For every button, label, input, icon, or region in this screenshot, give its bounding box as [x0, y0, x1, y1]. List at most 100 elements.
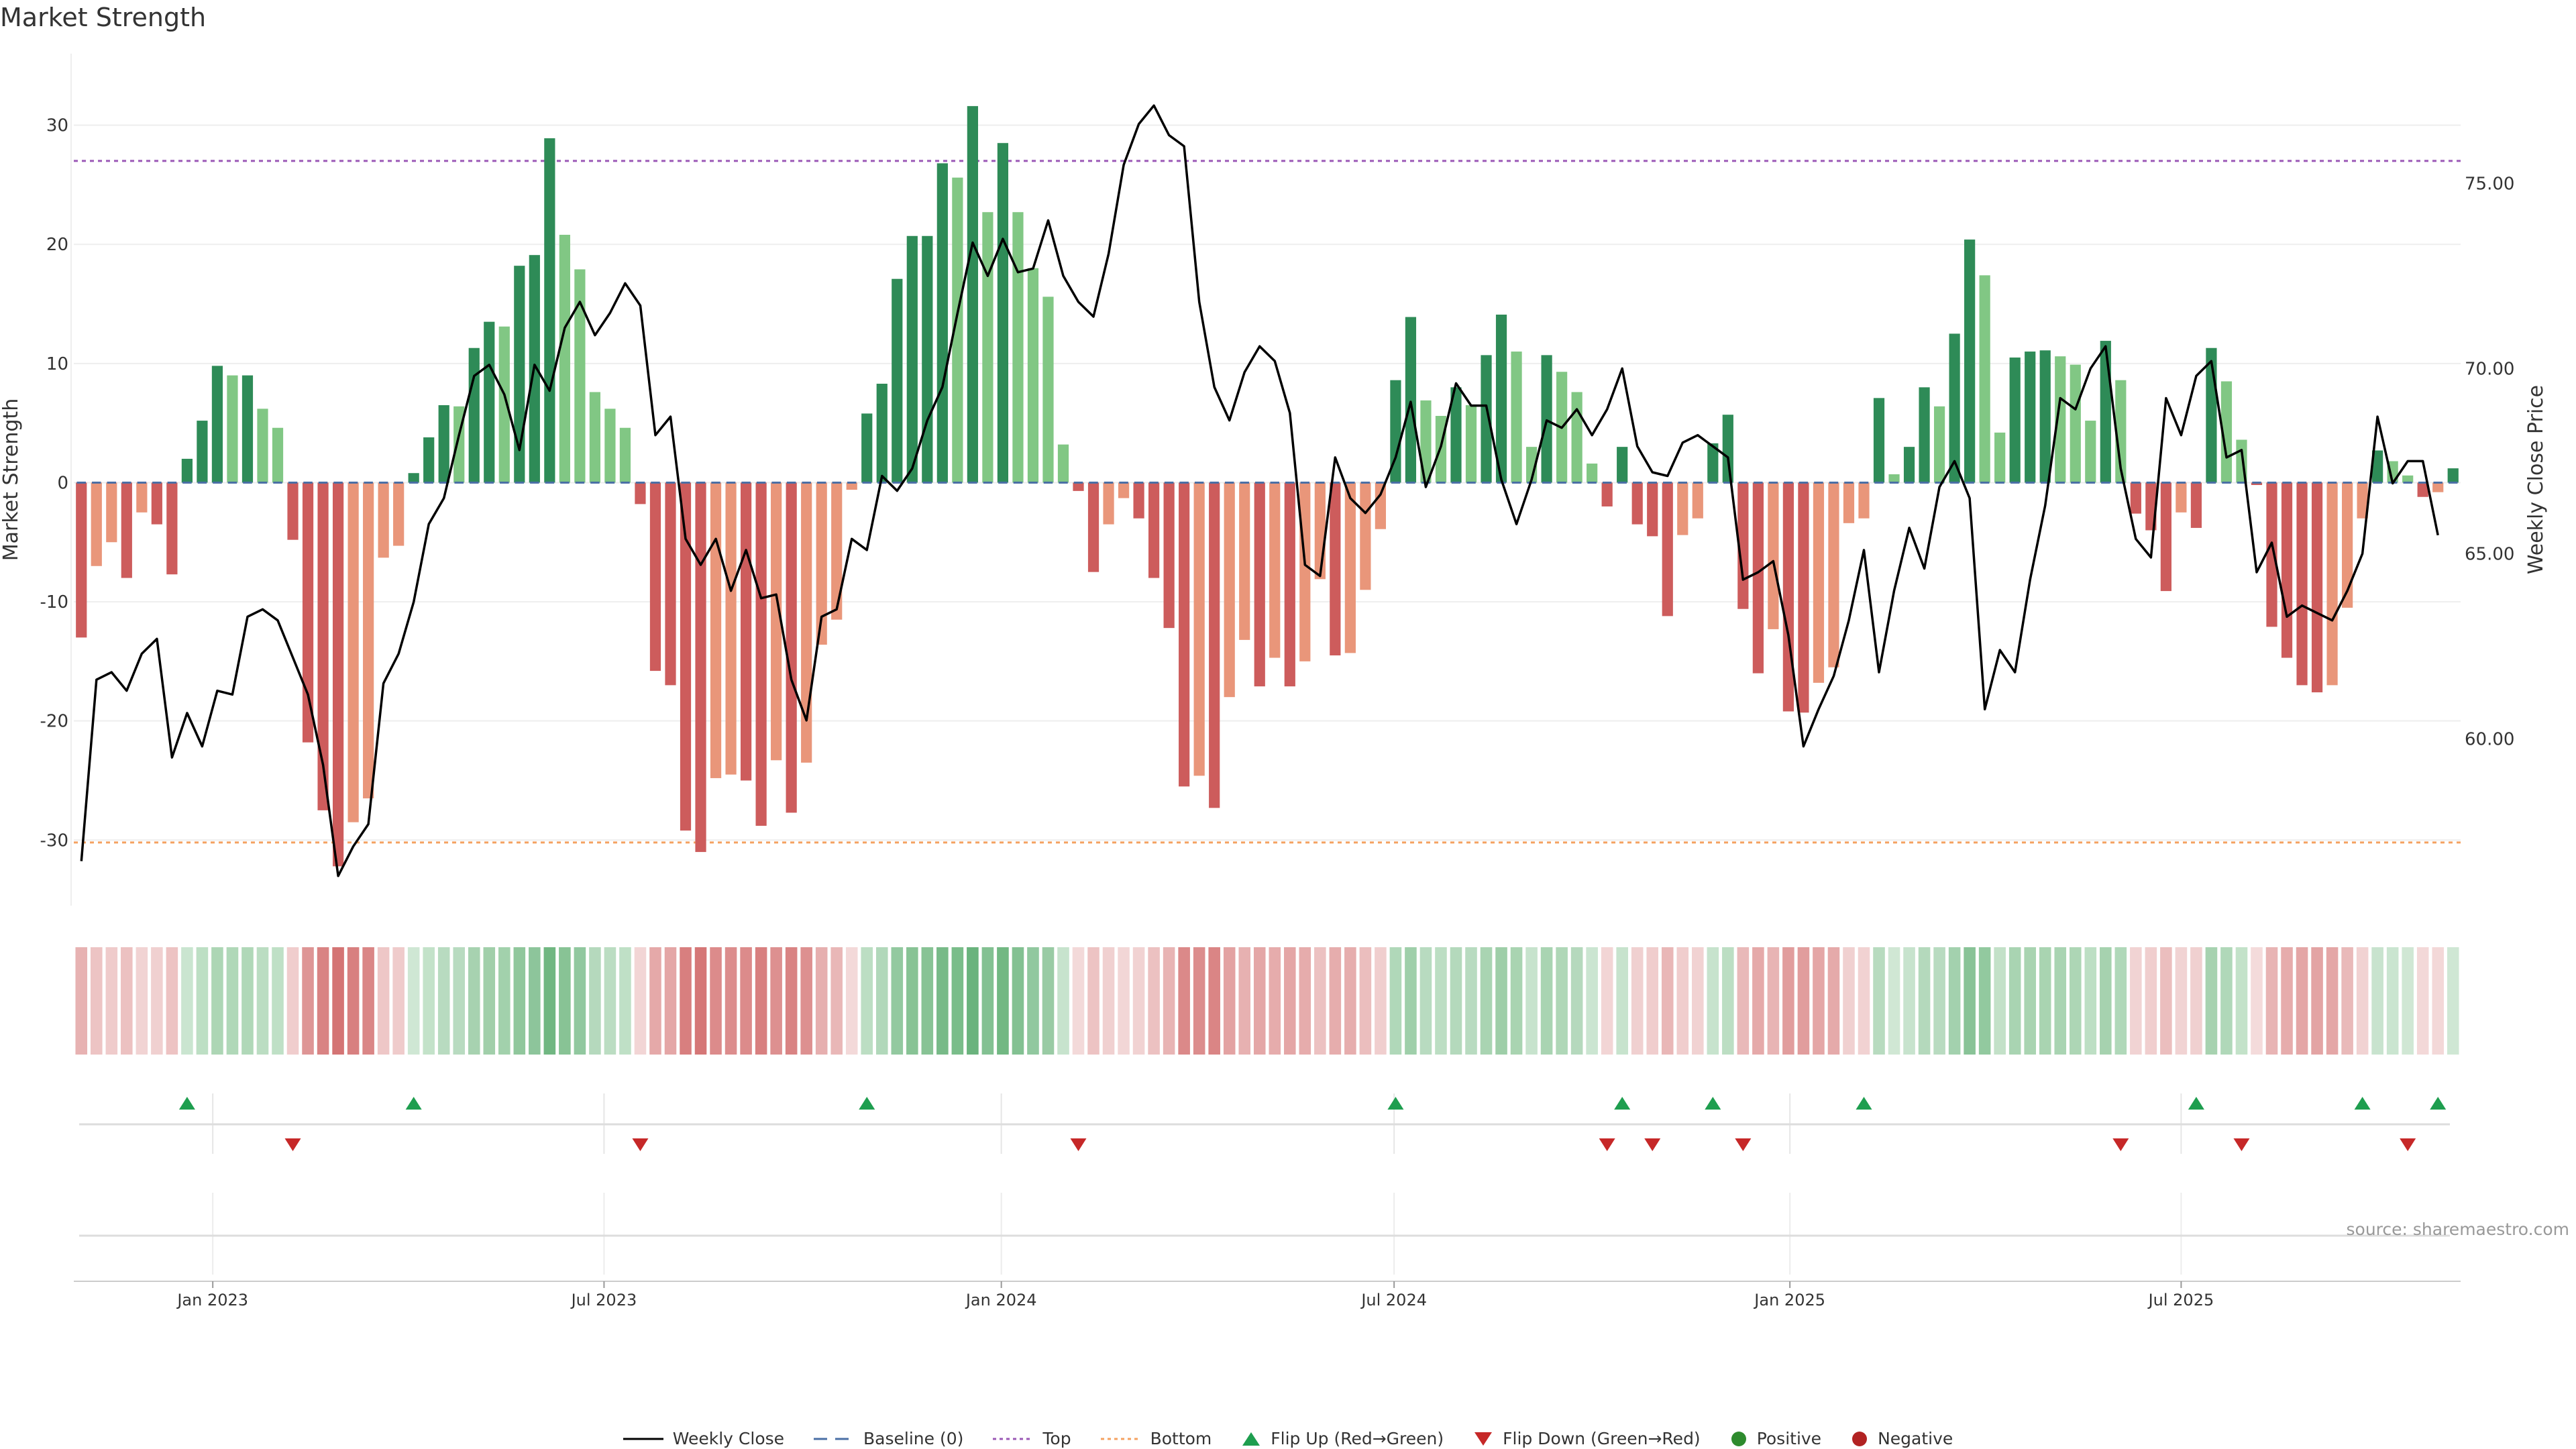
heat-cell — [1646, 947, 1659, 1055]
heat-cell-tint — [226, 947, 239, 1055]
strength-bar — [1617, 447, 1628, 483]
heat-cell-tint — [2100, 947, 2112, 1055]
flip-down-marker — [2400, 1138, 2416, 1151]
weekly-close-line — [80, 104, 2439, 877]
legend-flip-down[interactable]: Flip Down (Green→Red) — [1473, 1429, 1701, 1448]
strength-bar — [287, 482, 299, 540]
legend-baseline[interactable]: Baseline (0) — [814, 1429, 963, 1448]
legend-label: Top — [1042, 1429, 1071, 1448]
y2-tick-label: 65.00 — [2465, 544, 2514, 564]
heat-cell-tint — [468, 947, 480, 1055]
strength-bar — [892, 278, 903, 483]
strength-bar — [1647, 482, 1658, 537]
heat-cell — [2190, 947, 2202, 1055]
heat-cell — [2114, 947, 2127, 1055]
strength-bar — [1722, 415, 1733, 483]
heat-cell-tint — [2069, 947, 2082, 1055]
strength-bar — [484, 321, 495, 483]
heat-cell — [2160, 947, 2172, 1055]
flip-up-marker — [1614, 1097, 1631, 1110]
heat-cell — [2024, 947, 2036, 1055]
heat-cell — [529, 947, 541, 1055]
strength-bar — [393, 482, 405, 546]
strength-bar — [831, 482, 843, 620]
heat-cell-tint — [498, 947, 511, 1055]
heat-cell — [1102, 947, 1115, 1055]
strength-bar — [1873, 398, 1885, 483]
heat-cell — [453, 947, 466, 1055]
legend-flip-up[interactable]: Flip Up (Red→Green) — [1241, 1429, 1444, 1448]
legend-negative[interactable]: Negative — [1851, 1429, 1953, 1448]
heat-cell — [921, 947, 934, 1055]
heat-cell-tint — [1964, 947, 1976, 1055]
strength-bar — [2025, 352, 2036, 483]
strength-bar — [2115, 380, 2127, 483]
heat-cell-tint — [1948, 947, 1961, 1055]
flip-down-marker — [1070, 1138, 1087, 1151]
strength-bar — [755, 482, 767, 826]
heat-cell — [649, 947, 661, 1055]
heat-cell-tint — [951, 947, 964, 1055]
legend-weekly-close[interactable]: Weekly Close — [623, 1429, 784, 1448]
strength-bar — [1813, 482, 1825, 683]
strength-bar — [2372, 450, 2383, 483]
heat-cell — [121, 947, 133, 1055]
strength-bar — [649, 482, 661, 672]
strength-bar — [771, 482, 782, 761]
heat-cell-tint — [1873, 947, 1885, 1055]
flip-up-marker — [2354, 1097, 2371, 1110]
strength-bar — [1631, 482, 1643, 525]
strength-bar — [2055, 356, 2066, 483]
strength-bar — [241, 375, 254, 483]
legend-dotted-swatch — [993, 1438, 1034, 1440]
strength-bar — [695, 482, 706, 853]
strength-bar — [1209, 482, 1220, 808]
heat-cell-tint — [196, 947, 209, 1055]
heat-cell-tint — [559, 947, 571, 1055]
strength-bar — [816, 482, 827, 645]
strength-bar — [211, 366, 223, 483]
strength-bar — [197, 421, 208, 483]
heat-cell — [1118, 947, 1130, 1055]
heat-cell — [1933, 947, 1945, 1055]
heat-cell — [1132, 947, 1145, 1055]
x-tick-label: Jul 2023 — [570, 1291, 637, 1309]
heat-cell — [468, 947, 480, 1055]
weekly-close-line-group — [80, 104, 2439, 877]
heat-cell — [1676, 947, 1689, 1055]
strength-bar — [1707, 443, 1719, 483]
heat-cell — [2371, 947, 2383, 1055]
legend-top[interactable]: Top — [993, 1429, 1071, 1448]
heat-cell — [362, 947, 374, 1055]
x-tick-label: Jul 2025 — [2147, 1291, 2214, 1309]
strength-bar — [1919, 387, 1930, 483]
heat-cell — [1525, 947, 1538, 1055]
heat-cell — [1586, 947, 1598, 1055]
strength-bar — [91, 482, 102, 566]
strength-bar — [2311, 482, 2323, 693]
strength-bar — [936, 163, 948, 483]
heat-cell — [589, 947, 601, 1055]
flip-up-marker — [405, 1097, 422, 1110]
heat-cell — [1389, 947, 1402, 1055]
heat-cell — [2008, 947, 2021, 1055]
heat-cell — [1495, 947, 1507, 1055]
strength-bar — [1254, 482, 1265, 687]
strength-bar — [1299, 482, 1311, 661]
heat-cell — [724, 947, 737, 1055]
heat-cell-tint — [2220, 947, 2233, 1055]
heat-cell-tint — [1495, 947, 1507, 1055]
heat-cell — [1994, 947, 2006, 1055]
heat-cell-tint — [1525, 947, 1538, 1055]
legend-bottom[interactable]: Bottom — [1100, 1429, 1212, 1448]
heat-cell — [1631, 947, 1644, 1055]
strength-bar — [1163, 482, 1175, 629]
heat-cell — [90, 947, 103, 1055]
strength-bar — [227, 375, 238, 483]
y-tick-label: 10 — [46, 354, 68, 374]
heat-cell — [1888, 947, 1900, 1055]
legend-positive[interactable]: Positive — [1730, 1429, 1821, 1448]
heat-cell — [1843, 947, 1855, 1055]
strength-bar — [181, 458, 193, 483]
heat-cell — [1707, 947, 1719, 1055]
